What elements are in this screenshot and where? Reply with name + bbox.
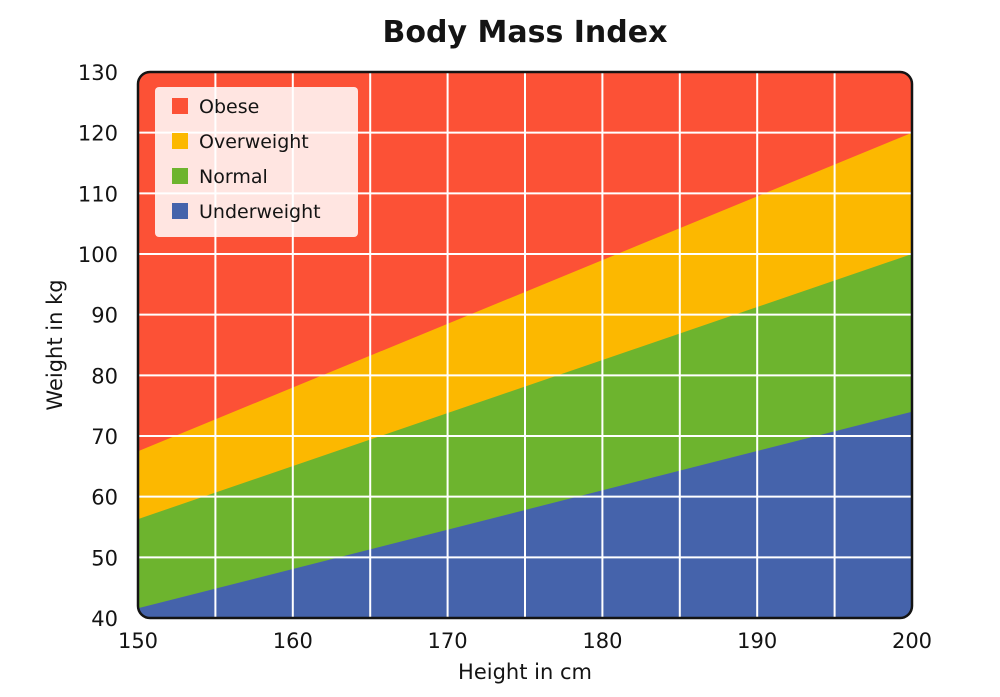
x-tick-label: 160 <box>273 629 313 653</box>
y-tick-label: 90 <box>91 304 118 328</box>
x-tick-label: 190 <box>737 629 777 653</box>
legend-box <box>155 87 358 237</box>
legend-label: Overweight <box>199 131 309 153</box>
y-tick-label: 40 <box>91 607 118 631</box>
x-tick-label: 200 <box>892 629 932 653</box>
y-tick-label: 60 <box>91 486 118 510</box>
legend-swatch <box>172 203 188 219</box>
legend-label: Normal <box>199 166 268 188</box>
x-tick-label: 180 <box>582 629 622 653</box>
legend-swatch <box>172 98 188 114</box>
y-tick-label: 110 <box>78 182 118 206</box>
legend-label: Obese <box>199 96 259 118</box>
y-tick-label: 50 <box>91 546 118 570</box>
chart-title: Body Mass Index <box>383 15 668 50</box>
legend: Obese Overweight Normal Underweight <box>155 87 358 237</box>
legend-label: Underweight <box>199 201 321 223</box>
y-axis-ticks: 40 50 60 70 80 90 100 110 120 130 <box>78 61 118 631</box>
x-axis-label: Height in cm <box>458 660 592 684</box>
plot-border <box>136 70 914 620</box>
y-tick-label: 130 <box>78 61 118 85</box>
y-tick-label: 70 <box>91 425 118 449</box>
y-tick-label: 80 <box>91 364 118 388</box>
legend-swatch <box>172 133 188 149</box>
x-axis-ticks: 150 160 170 180 190 200 <box>118 629 932 653</box>
x-tick-label: 150 <box>118 629 158 653</box>
y-axis-label: Weight in kg <box>43 279 67 410</box>
y-tick-label: 120 <box>78 122 118 146</box>
plot-area <box>138 72 912 618</box>
y-tick-label: 100 <box>78 243 118 267</box>
x-tick-label: 170 <box>428 629 468 653</box>
legend-swatch <box>172 168 188 184</box>
